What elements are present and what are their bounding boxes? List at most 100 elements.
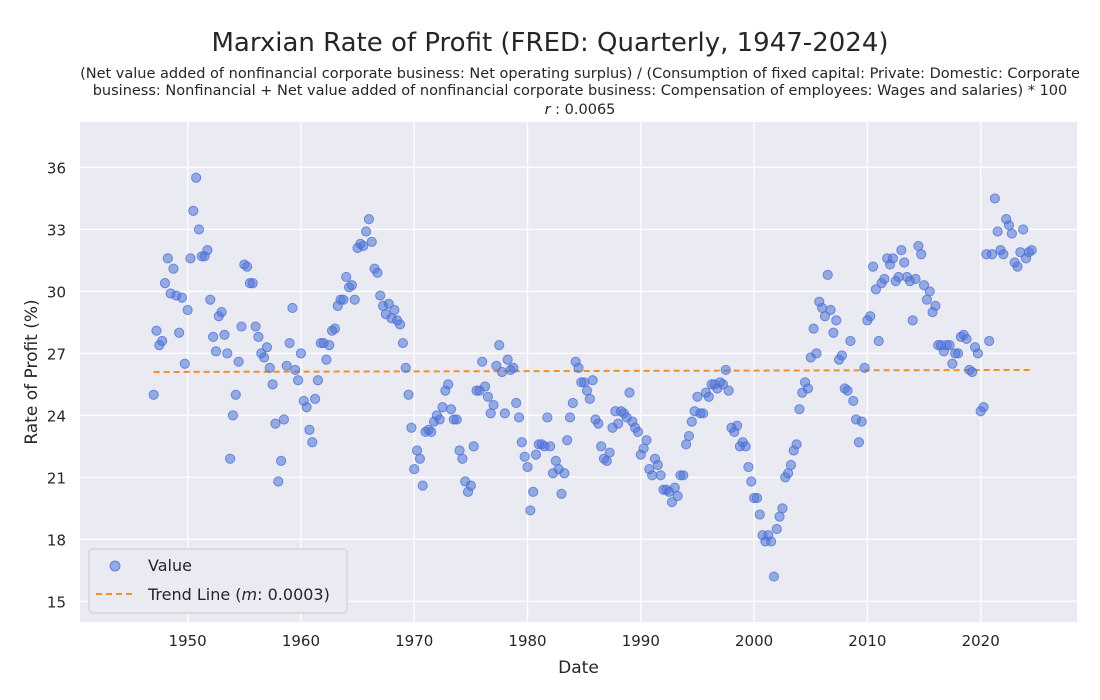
data-point xyxy=(508,362,519,373)
data-point xyxy=(287,302,298,314)
data-point xyxy=(794,404,805,415)
data-point xyxy=(273,476,284,487)
data-point xyxy=(556,488,567,500)
data-point xyxy=(496,366,508,378)
data-point xyxy=(397,337,408,349)
data-point xyxy=(477,356,488,367)
data-point xyxy=(188,205,199,216)
data-point xyxy=(230,389,241,400)
data-point xyxy=(683,430,695,442)
y-tick-label: 30 xyxy=(47,283,66,301)
legend-marker-value xyxy=(109,560,121,572)
data-point xyxy=(751,492,763,504)
data-point xyxy=(967,366,978,378)
data-point xyxy=(732,420,743,431)
data-point xyxy=(499,408,510,419)
data-point xyxy=(672,490,683,502)
data-point xyxy=(1026,244,1037,256)
data-point xyxy=(632,426,644,438)
data-point xyxy=(179,358,190,369)
data-point xyxy=(647,470,658,481)
data-point xyxy=(723,385,734,396)
data-point xyxy=(545,441,556,452)
data-point xyxy=(865,311,876,322)
x-tick-label: 1950 xyxy=(169,632,207,650)
data-point xyxy=(358,240,369,252)
data-point xyxy=(802,383,814,394)
data-point xyxy=(236,321,247,332)
chart-subtitle: (Net value added of nonfinancial corpora… xyxy=(60,66,1100,100)
data-point xyxy=(437,402,448,413)
data-point xyxy=(666,497,678,508)
data-point xyxy=(848,395,859,407)
data-point xyxy=(290,364,301,376)
data-point xyxy=(157,335,168,347)
data-point xyxy=(242,261,253,272)
data-point xyxy=(434,414,445,425)
data-point xyxy=(360,226,372,237)
data-point xyxy=(867,261,879,272)
data-point xyxy=(208,331,219,342)
data-point xyxy=(253,331,264,342)
data-point xyxy=(225,453,236,464)
data-point xyxy=(845,335,856,347)
legend-label-trend: Trend Line (m: 0.0003) xyxy=(147,585,330,604)
data-point xyxy=(267,379,278,390)
data-point xyxy=(652,459,663,471)
x-axis-label: Date xyxy=(558,658,599,678)
data-point xyxy=(859,362,870,373)
data-point xyxy=(542,412,553,423)
data-point xyxy=(468,441,479,452)
data-point xyxy=(162,253,173,264)
data-point xyxy=(309,393,321,404)
r-symbol: r xyxy=(544,102,551,118)
data-point xyxy=(389,304,400,316)
data-point xyxy=(584,393,595,404)
data-point xyxy=(182,304,193,316)
data-point xyxy=(216,306,227,318)
y-tick-label: 21 xyxy=(47,469,66,487)
data-point xyxy=(451,414,462,425)
data-point xyxy=(522,461,533,473)
data-point xyxy=(624,387,635,398)
r-value: : 0.0065 xyxy=(555,102,616,118)
data-point xyxy=(400,362,411,373)
y-tick-label: 36 xyxy=(47,159,66,177)
data-point xyxy=(593,418,604,429)
data-point xyxy=(210,346,222,357)
y-axis-label: Rate of Profit (%) xyxy=(22,299,42,444)
data-point xyxy=(403,389,414,400)
data-point xyxy=(261,342,273,353)
data-point xyxy=(972,348,983,359)
data-point xyxy=(896,244,907,256)
data-point xyxy=(270,418,281,429)
subtitle-line-1: (Net value added of nonfinancial corpora… xyxy=(80,66,1080,82)
data-point xyxy=(853,437,865,448)
data-point xyxy=(785,459,797,471)
data-point xyxy=(301,402,312,413)
data-point xyxy=(457,453,468,464)
data-point xyxy=(596,441,607,452)
subtitle-line-2: business: Nonfinancial + Net value added… xyxy=(92,83,1068,99)
data-point xyxy=(918,280,930,291)
data-point xyxy=(768,571,780,582)
data-point xyxy=(720,364,731,376)
data-point xyxy=(1012,261,1023,272)
data-point xyxy=(375,290,386,301)
trend-line xyxy=(153,368,1032,373)
data-point xyxy=(791,439,802,450)
data-point xyxy=(924,286,935,297)
data-point xyxy=(944,340,955,351)
data-point xyxy=(366,236,377,247)
data-point xyxy=(907,315,918,326)
data-point xyxy=(978,402,989,413)
data-point xyxy=(176,292,188,303)
data-point xyxy=(808,323,819,334)
data-point xyxy=(295,348,307,359)
data-point xyxy=(383,298,394,309)
data-point xyxy=(329,323,341,334)
data-point xyxy=(986,249,998,260)
data-point xyxy=(233,356,244,367)
data-point xyxy=(836,350,848,361)
